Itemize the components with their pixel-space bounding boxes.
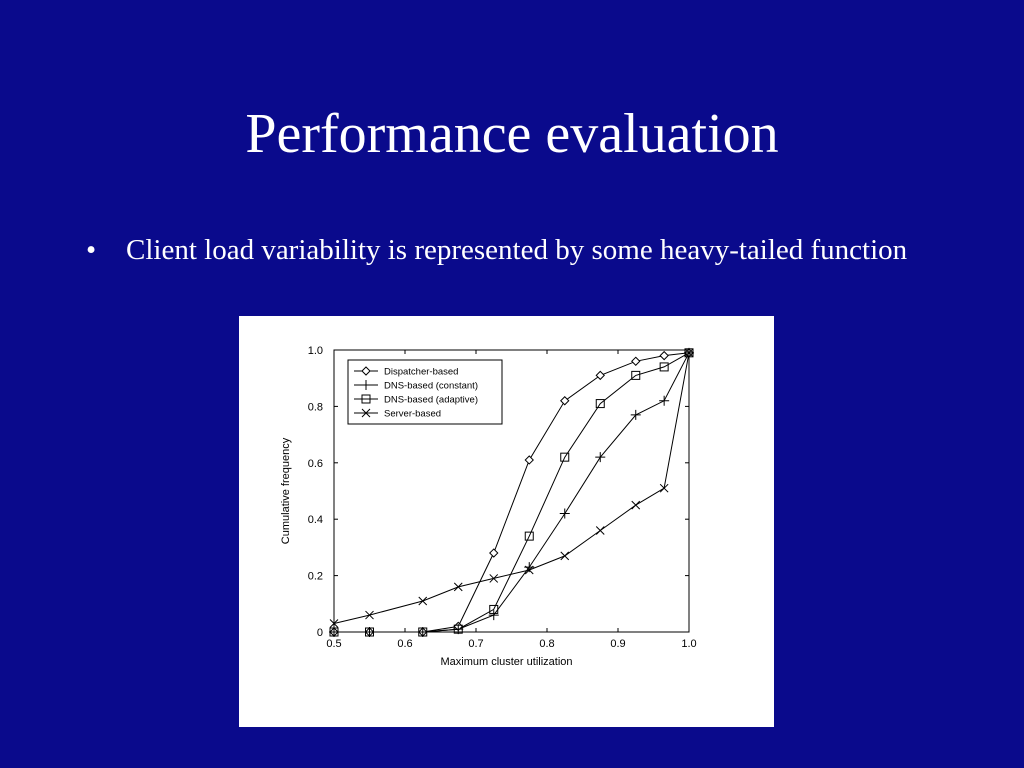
data-point-square bbox=[560, 452, 570, 462]
legend-label: DNS-based (adaptive) bbox=[384, 395, 478, 406]
data-point-cross bbox=[365, 610, 374, 620]
x-tick-label: 0.6 bbox=[397, 638, 412, 650]
bullet-text: Client load variability is represented b… bbox=[126, 234, 908, 266]
data-point-plus bbox=[453, 624, 464, 635]
data-point-plus bbox=[659, 395, 670, 406]
data-point-square bbox=[418, 627, 428, 637]
legend-label: Dispatcher-based bbox=[384, 367, 458, 378]
data-point-diamond bbox=[489, 548, 499, 558]
data-point-square bbox=[631, 370, 641, 380]
data-point-cross bbox=[524, 565, 534, 575]
data-point-diamond bbox=[524, 455, 534, 465]
data-point-square bbox=[489, 604, 499, 614]
data-point-plus bbox=[559, 508, 570, 519]
y-axis-label: Cumulative frequency bbox=[280, 437, 292, 544]
data-point-square bbox=[595, 399, 605, 409]
y-tick-label: 0.8 bbox=[308, 401, 323, 413]
chart-panel: 0.5 0.6 0.7 0.8 0.9 1.0 0 0.2 0.4 0.6 0.8 1.0 Maximu… bbox=[239, 316, 774, 727]
legend-marker-plus bbox=[361, 380, 371, 390]
data-point-square bbox=[365, 627, 374, 637]
data-point-cross bbox=[595, 526, 605, 535]
data-point-cross bbox=[631, 500, 641, 510]
data-point-cross bbox=[329, 619, 339, 628]
legend-label: DNS-based (constant) bbox=[384, 381, 478, 392]
x-axis-label: Maximum cluster utilization bbox=[440, 656, 572, 668]
data-point-diamond bbox=[595, 370, 605, 381]
data-point-square bbox=[453, 624, 463, 634]
data-point-diamond bbox=[560, 396, 570, 406]
y-tick-label: 0.4 bbox=[308, 514, 323, 526]
data-point-plus bbox=[488, 610, 499, 621]
data-point-cross bbox=[418, 596, 428, 606]
data-point-cross bbox=[560, 551, 570, 561]
data-point-square bbox=[659, 362, 669, 372]
x-tick-label: 0.5 bbox=[326, 638, 341, 650]
series-line-2 bbox=[334, 352, 690, 633]
data-point-cross bbox=[489, 574, 499, 583]
data-point-square bbox=[684, 348, 694, 358]
y-tick-label: 1.0 bbox=[308, 345, 323, 357]
x-tick-label: 0.7 bbox=[468, 638, 483, 650]
data-point-plus bbox=[329, 627, 339, 637]
data-point-plus bbox=[595, 452, 606, 463]
data-point-cross bbox=[684, 348, 694, 358]
data-point-plus bbox=[630, 409, 641, 420]
legend-marker-square bbox=[361, 394, 371, 404]
data-point-square bbox=[524, 531, 534, 541]
legend-marker-diamond bbox=[361, 366, 371, 376]
y-tick-label: 0.6 bbox=[308, 458, 323, 470]
legend-marker-cross bbox=[361, 408, 371, 418]
data-point-plus bbox=[364, 627, 375, 637]
data-point-cross bbox=[453, 582, 463, 592]
cumulative-frequency-chart: 0.5 0.6 0.7 0.8 0.9 1.0 0 0.2 0.4 0.6 0.8 1.0 Maximu… bbox=[280, 345, 697, 668]
y-tick-label: 0.2 bbox=[308, 571, 323, 583]
data-point-diamond bbox=[659, 350, 669, 361]
x-tick-label: 1.0 bbox=[681, 638, 696, 650]
bullet-glyph: • bbox=[86, 234, 97, 266]
plot-frame bbox=[333, 349, 690, 633]
slide-title: Performance evaluation bbox=[245, 103, 779, 165]
legend-label: Server-based bbox=[384, 409, 441, 420]
x-tick-label: 0.8 bbox=[539, 638, 554, 650]
x-tick-label: 0.9 bbox=[610, 638, 625, 650]
y-tick-label: 0 bbox=[317, 627, 323, 639]
data-point-plus bbox=[417, 627, 428, 637]
data-point-diamond bbox=[631, 356, 641, 366]
data-point-square bbox=[329, 627, 339, 637]
data-point-cross bbox=[659, 483, 669, 493]
